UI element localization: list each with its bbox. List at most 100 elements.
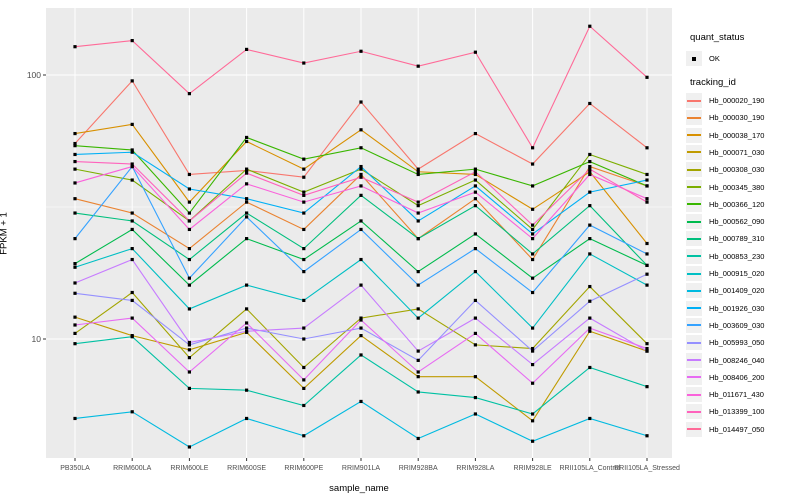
data-point-Hb_000366_120 <box>645 184 649 188</box>
data-point-Hb_000038_170 <box>416 170 420 174</box>
data-point-Hb_011671_430 <box>645 197 649 201</box>
data-point-Hb_000030_190 <box>531 257 535 262</box>
data-point-Hb_005993_050 <box>416 358 420 362</box>
data-point-Hb_008246_040 <box>302 326 306 330</box>
series-key-swatch <box>686 162 702 178</box>
legend-item-label: Hb_014497_050 <box>709 424 765 434</box>
data-point-Hb_000345_380 <box>73 167 77 171</box>
data-point-Hb_008246_040 <box>359 283 363 287</box>
data-point-Hb_000562_090 <box>73 262 77 266</box>
legend-item-label: Hb_000071_030 <box>709 147 765 157</box>
legend-item-label: Hb_000562_090 <box>709 217 765 227</box>
data-point-Hb_001926_030 <box>130 150 134 154</box>
series-key-swatch <box>686 231 702 247</box>
data-point-Hb_000853_230 <box>473 395 477 400</box>
data-point-Hb_000562_090 <box>302 257 306 262</box>
legend-item-Hb_000071_030: Hb_000071_030 <box>686 144 764 161</box>
data-point-Hb_000030_190 <box>302 227 306 232</box>
legend-item-Hb_000345_380: Hb_000345_380 <box>686 179 764 196</box>
data-point-Hb_000915_020 <box>187 307 191 311</box>
data-point-Hb_001409_020 <box>302 434 306 438</box>
legend-item-Hb_008246_040: Hb_008246_040 <box>686 352 764 369</box>
data-point-Hb_014497_050 <box>187 92 191 96</box>
legend-item-label: Hb_000038_170 <box>709 130 765 140</box>
data-point-Hb_000030_190 <box>73 197 77 201</box>
data-point-Hb_000020_190 <box>588 101 592 106</box>
legend-item-Hb_011671_430: Hb_011671_430 <box>686 386 764 403</box>
series-key-swatch <box>686 300 702 316</box>
data-point-Hb_000038_170 <box>73 131 77 136</box>
data-point-Hb_014497_050 <box>531 146 535 150</box>
data-point-Hb_000030_190 <box>588 164 592 169</box>
series-key-swatch <box>686 110 702 126</box>
data-point-Hb_008246_040 <box>473 316 477 320</box>
data-point-Hb_001926_030 <box>588 190 592 194</box>
data-point-Hb_005993_050 <box>359 326 363 330</box>
black-point-icon <box>692 56 696 61</box>
data-point-Hb_000038_170 <box>473 172 477 177</box>
data-point-Hb_001409_020 <box>531 439 535 443</box>
legend-item-label: Hb_000853_230 <box>709 251 765 261</box>
data-point-Hb_000308_030 <box>130 290 134 295</box>
data-point-Hb_014497_050 <box>130 38 134 43</box>
data-point-Hb_001926_030 <box>416 219 420 223</box>
x-tick-label: RRIM600SE <box>227 465 266 472</box>
x-tick-label: RRIM901LA <box>342 465 380 472</box>
series-key-swatch <box>686 335 702 351</box>
data-point-Hb_008406_200 <box>531 381 535 385</box>
data-point-Hb_000308_030 <box>73 331 77 336</box>
series-color-line-icon <box>687 359 701 361</box>
data-point-Hb_000020_190 <box>416 167 420 171</box>
data-point-Hb_000345_380 <box>588 152 592 157</box>
data-point-Hb_000071_030 <box>73 315 77 319</box>
series-color-line-icon <box>687 255 701 258</box>
data-point-Hb_000345_380 <box>302 190 306 194</box>
legend-item-label: Hb_000366_120 <box>709 199 765 209</box>
data-point-Hb_000366_120 <box>187 211 191 215</box>
y-tick-label: 100 <box>27 70 41 80</box>
series-key-swatch <box>686 214 702 230</box>
data-point-Hb_014497_050 <box>73 45 77 49</box>
legend-item-Hb_003609_030: Hb_003609_030 <box>686 317 764 334</box>
data-point-Hb_001409_020 <box>473 412 477 416</box>
legend-item-label: Hb_008246_040 <box>709 355 765 365</box>
data-point-Hb_000308_030 <box>531 346 535 351</box>
data-point-Hb_000789_310 <box>645 263 649 268</box>
data-point-Hb_000853_230 <box>531 412 535 416</box>
data-point-Hb_000345_380 <box>531 227 535 232</box>
data-point-Hb_001926_030 <box>187 187 191 191</box>
data-point-Hb_000071_030 <box>588 329 592 333</box>
data-point-Hb_000071_030 <box>359 334 363 338</box>
series-color-line-icon <box>687 307 701 310</box>
data-point-Hb_003609_030 <box>645 252 649 256</box>
data-point-Hb_005993_050 <box>645 272 649 276</box>
y-tick-label: 10 <box>32 334 42 344</box>
legend-item-label: Hb_013399_100 <box>709 407 765 417</box>
data-point-Hb_013399_100 <box>588 167 592 171</box>
data-point-Hb_008246_040 <box>588 316 592 320</box>
data-point-Hb_008406_200 <box>645 346 649 351</box>
legend-item-Hb_000366_120: Hb_000366_120 <box>686 196 764 213</box>
series-key-swatch <box>686 369 702 385</box>
data-point-Hb_000366_120 <box>531 184 535 188</box>
data-point-Hb_008246_040 <box>130 257 134 262</box>
legend-item-Hb_005993_050: Hb_005993_050 <box>686 334 764 351</box>
legend-item-label: Hb_000345_380 <box>709 182 765 192</box>
data-point-Hb_005993_050 <box>245 326 249 330</box>
series-color-line-icon <box>687 237 701 240</box>
data-point-Hb_011671_430 <box>588 172 592 177</box>
data-point-Hb_003609_030 <box>473 247 477 251</box>
data-point-Hb_000366_120 <box>473 167 477 171</box>
data-point-Hb_003609_030 <box>359 227 363 232</box>
y-axis-title: FPKM + 1 <box>0 212 10 255</box>
legend-item-Hb_000030_190: Hb_000030_190 <box>686 109 764 126</box>
legend-item-ok: OK <box>686 50 720 67</box>
data-point-Hb_000853_230 <box>359 353 363 357</box>
data-point-Hb_000915_020 <box>359 257 363 262</box>
x-tick-label: RRIM600LE <box>170 465 208 472</box>
data-point-Hb_008246_040 <box>645 349 649 353</box>
data-point-Hb_000308_030 <box>473 343 477 347</box>
data-point-Hb_000020_190 <box>359 100 363 104</box>
data-point-Hb_008246_040 <box>531 362 535 367</box>
